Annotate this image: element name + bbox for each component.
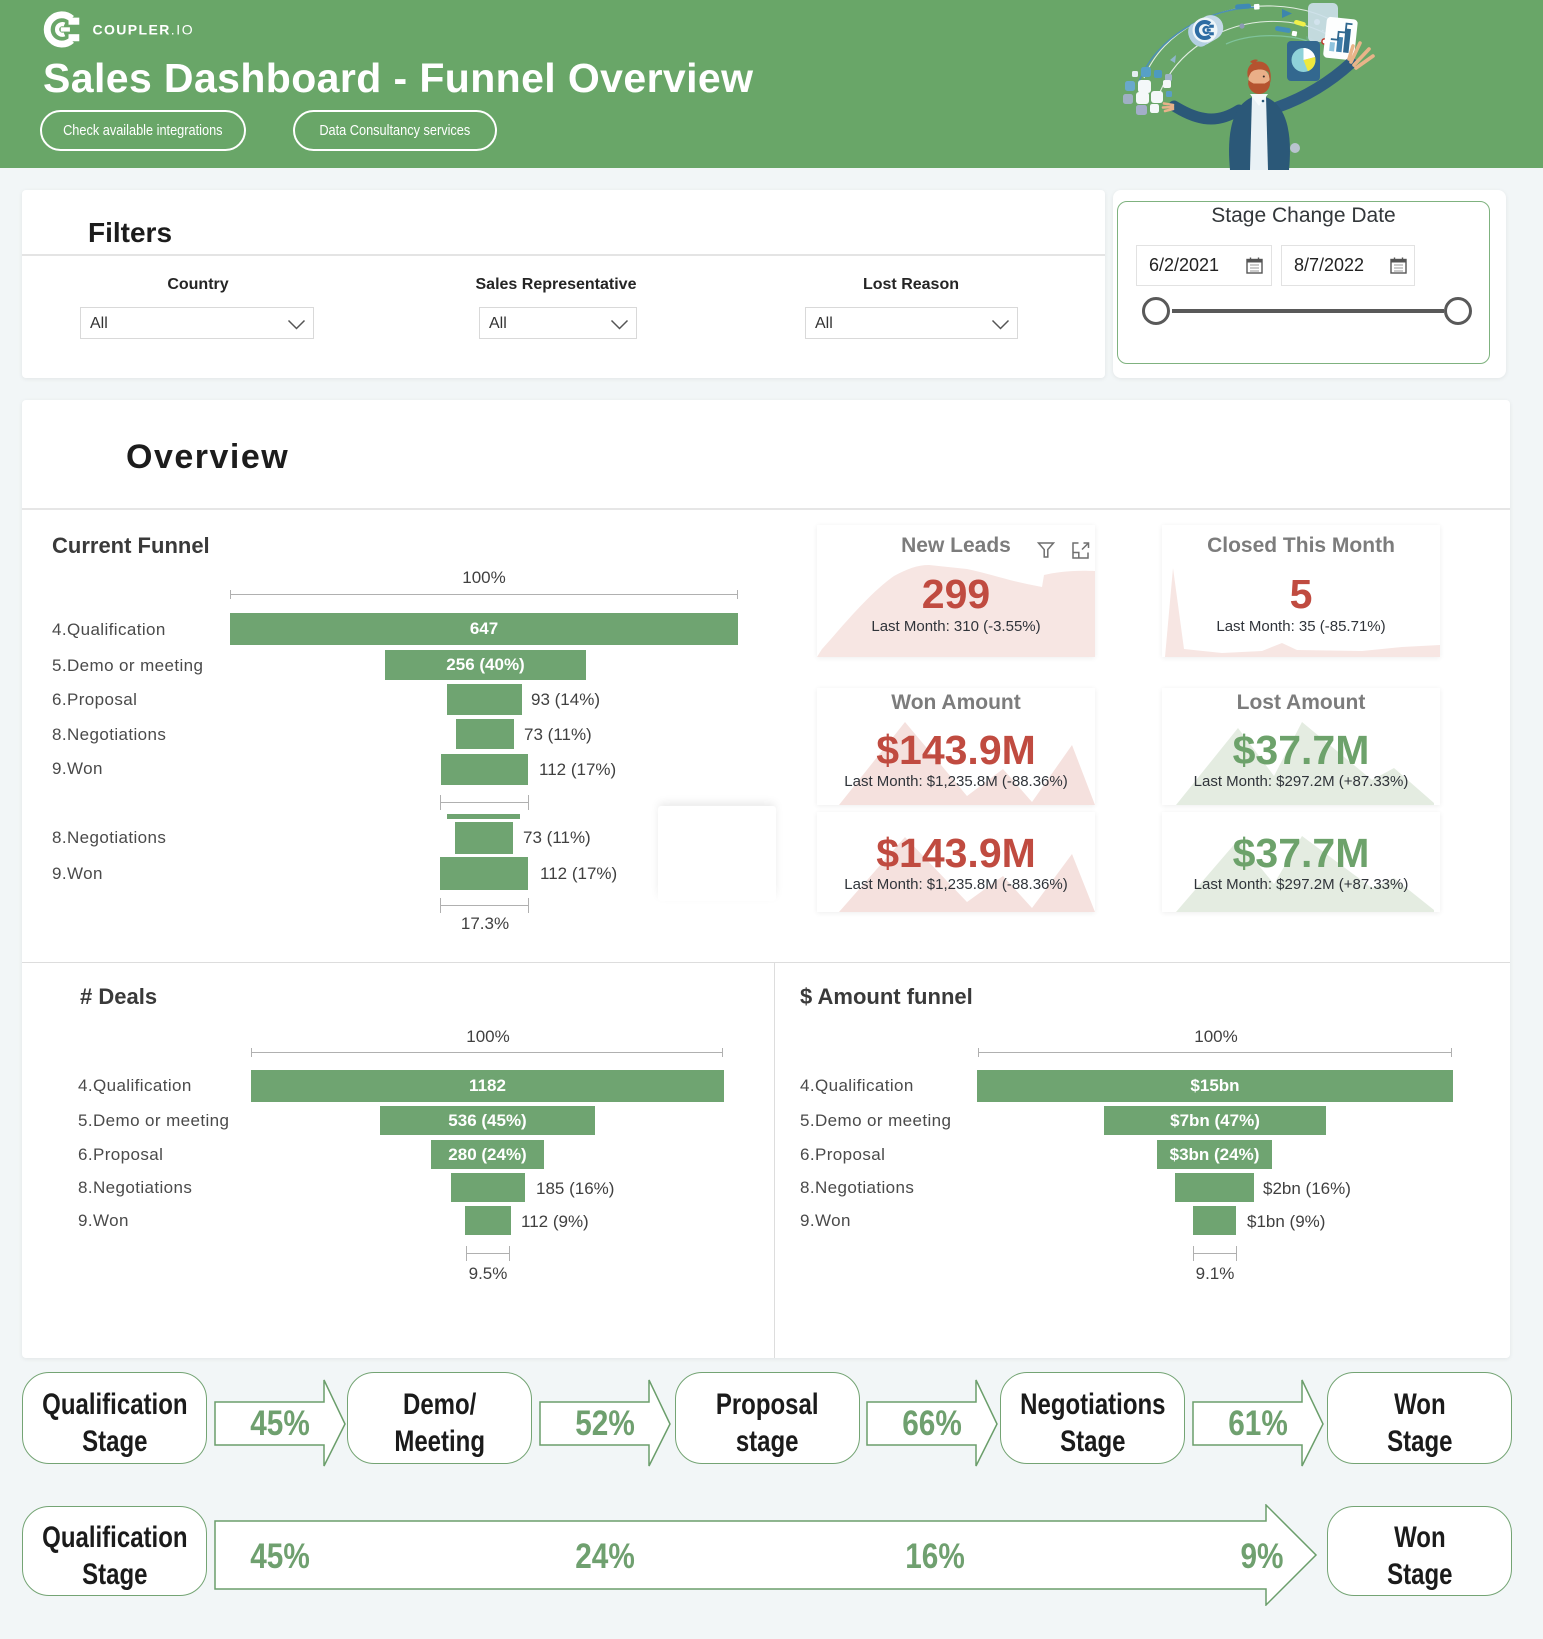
svg-text:COUPLER.IO: COUPLER.IO [93,22,195,38]
